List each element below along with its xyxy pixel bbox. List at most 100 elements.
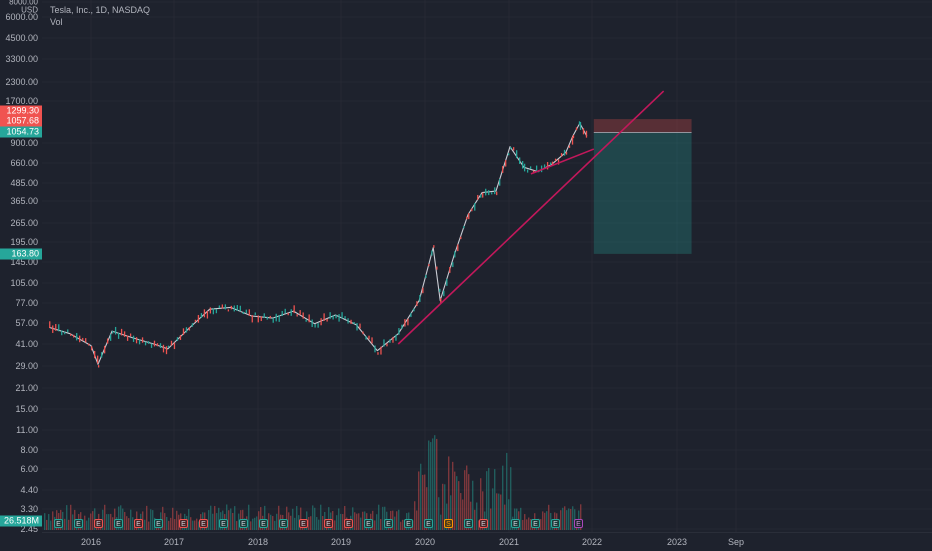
- earnings-marker[interactable]: E: [219, 519, 228, 528]
- volume-bar: [216, 513, 218, 530]
- volume-bar: [146, 505, 148, 530]
- volume-bar: [540, 519, 542, 530]
- volume-bar: [402, 519, 404, 530]
- candle: [197, 314, 200, 323]
- earnings-marker[interactable]: E: [384, 519, 393, 528]
- candle: [395, 334, 397, 341]
- candle: [227, 309, 230, 312]
- candle: [499, 179, 501, 186]
- volume-bar: [144, 519, 146, 530]
- earnings-marker[interactable]: E: [74, 519, 83, 528]
- candle: [230, 305, 232, 310]
- candle: [242, 311, 244, 315]
- candle: [173, 342, 176, 350]
- earnings-marker[interactable]: E: [531, 519, 540, 528]
- candle: [383, 339, 385, 347]
- earnings-marker[interactable]: E: [551, 519, 560, 528]
- volume-bar: [168, 520, 170, 530]
- earnings-marker[interactable]: E: [364, 519, 373, 528]
- candle: [401, 324, 403, 329]
- candle: [224, 304, 227, 310]
- candle: [522, 161, 524, 169]
- trendline: [397, 90, 665, 345]
- volume-bar: [320, 504, 322, 530]
- candle: [317, 323, 319, 328]
- earnings-marker[interactable]: E: [424, 519, 433, 528]
- price-tick: 29.00: [15, 361, 38, 371]
- earnings-marker[interactable]: E: [511, 519, 520, 528]
- candle: [502, 166, 504, 173]
- price-chart[interactable]: [42, 0, 932, 532]
- earnings-marker[interactable]: E: [54, 519, 63, 528]
- earnings-marker[interactable]: E: [479, 519, 488, 528]
- candle: [350, 319, 352, 324]
- candle: [248, 309, 250, 316]
- price-tick: 145.00: [10, 257, 38, 267]
- candle: [314, 324, 316, 328]
- candle: [165, 346, 168, 355]
- candle: [344, 316, 346, 320]
- candle: [293, 305, 295, 314]
- volume-bar: [570, 509, 572, 530]
- earnings-marker[interactable]: E: [404, 519, 413, 528]
- earnings-marker[interactable]: E: [179, 519, 188, 528]
- earnings-marker[interactable]: E: [324, 519, 333, 528]
- chart-area[interactable]: [42, 0, 932, 532]
- earnings-marker[interactable]: E: [154, 519, 163, 528]
- earnings-marker[interactable]: E: [464, 519, 473, 528]
- volume-bar: [268, 513, 270, 530]
- take-profit-zone: [593, 132, 692, 254]
- candle: [103, 345, 106, 354]
- candle: [135, 337, 138, 344]
- earnings-marker[interactable]: E: [199, 519, 208, 528]
- candle: [332, 315, 334, 320]
- earnings-marker[interactable]: E: [239, 519, 248, 528]
- price-tick: 195.00: [10, 237, 38, 247]
- volume-bar: [150, 509, 152, 530]
- candle: [529, 166, 532, 169]
- candle: [236, 305, 238, 311]
- candle: [266, 316, 268, 320]
- volume-bar: [524, 514, 526, 530]
- candle: [380, 346, 382, 355]
- earnings-marker[interactable]: E: [94, 519, 103, 528]
- volume-bar: [68, 519, 70, 530]
- volume-bar: [334, 520, 336, 530]
- earnings-marker[interactable]: E: [299, 519, 308, 528]
- volume-bar: [478, 520, 480, 530]
- earnings-marker[interactable]: E: [574, 519, 583, 528]
- price-tick: 4500.00: [5, 33, 38, 43]
- volume-bar: [490, 508, 492, 530]
- earnings-marker[interactable]: S: [444, 519, 453, 528]
- candle: [305, 319, 307, 322]
- time-tick: 2021: [498, 537, 520, 547]
- volume-bar: [486, 471, 488, 530]
- candle: [425, 274, 427, 279]
- volume-bar: [424, 474, 426, 530]
- candle: [347, 318, 349, 324]
- price-axis[interactable]: 8000.00 USD 6000.00 4500.00 3300.00 2300.00 17…: [0, 0, 42, 550]
- time-tick: 2022: [581, 537, 603, 547]
- earnings-marker[interactable]: E: [344, 519, 353, 528]
- earnings-marker[interactable]: E: [259, 519, 268, 528]
- candle: [239, 305, 241, 312]
- candle: [272, 317, 274, 323]
- candle: [55, 324, 57, 331]
- candle: [194, 319, 197, 322]
- volume-bar: [382, 506, 384, 530]
- volume-bar: [480, 478, 482, 530]
- candle: [440, 298, 442, 304]
- candle: [407, 318, 409, 326]
- candle: [150, 343, 153, 348]
- volume-bar: [476, 502, 478, 530]
- candle: [519, 157, 521, 164]
- volume-bar: [128, 518, 130, 530]
- earnings-marker[interactable]: E: [134, 519, 143, 528]
- time-tick: 2019: [330, 537, 352, 547]
- candle: [368, 335, 370, 340]
- candle: [97, 355, 99, 364]
- time-axis[interactable]: 2016 2017 2018 2019 2020 2021 2022 2023 Sep: [42, 532, 932, 551]
- earnings-marker[interactable]: E: [279, 519, 288, 528]
- volume-bar: [520, 507, 522, 530]
- earnings-marker[interactable]: E: [114, 519, 123, 528]
